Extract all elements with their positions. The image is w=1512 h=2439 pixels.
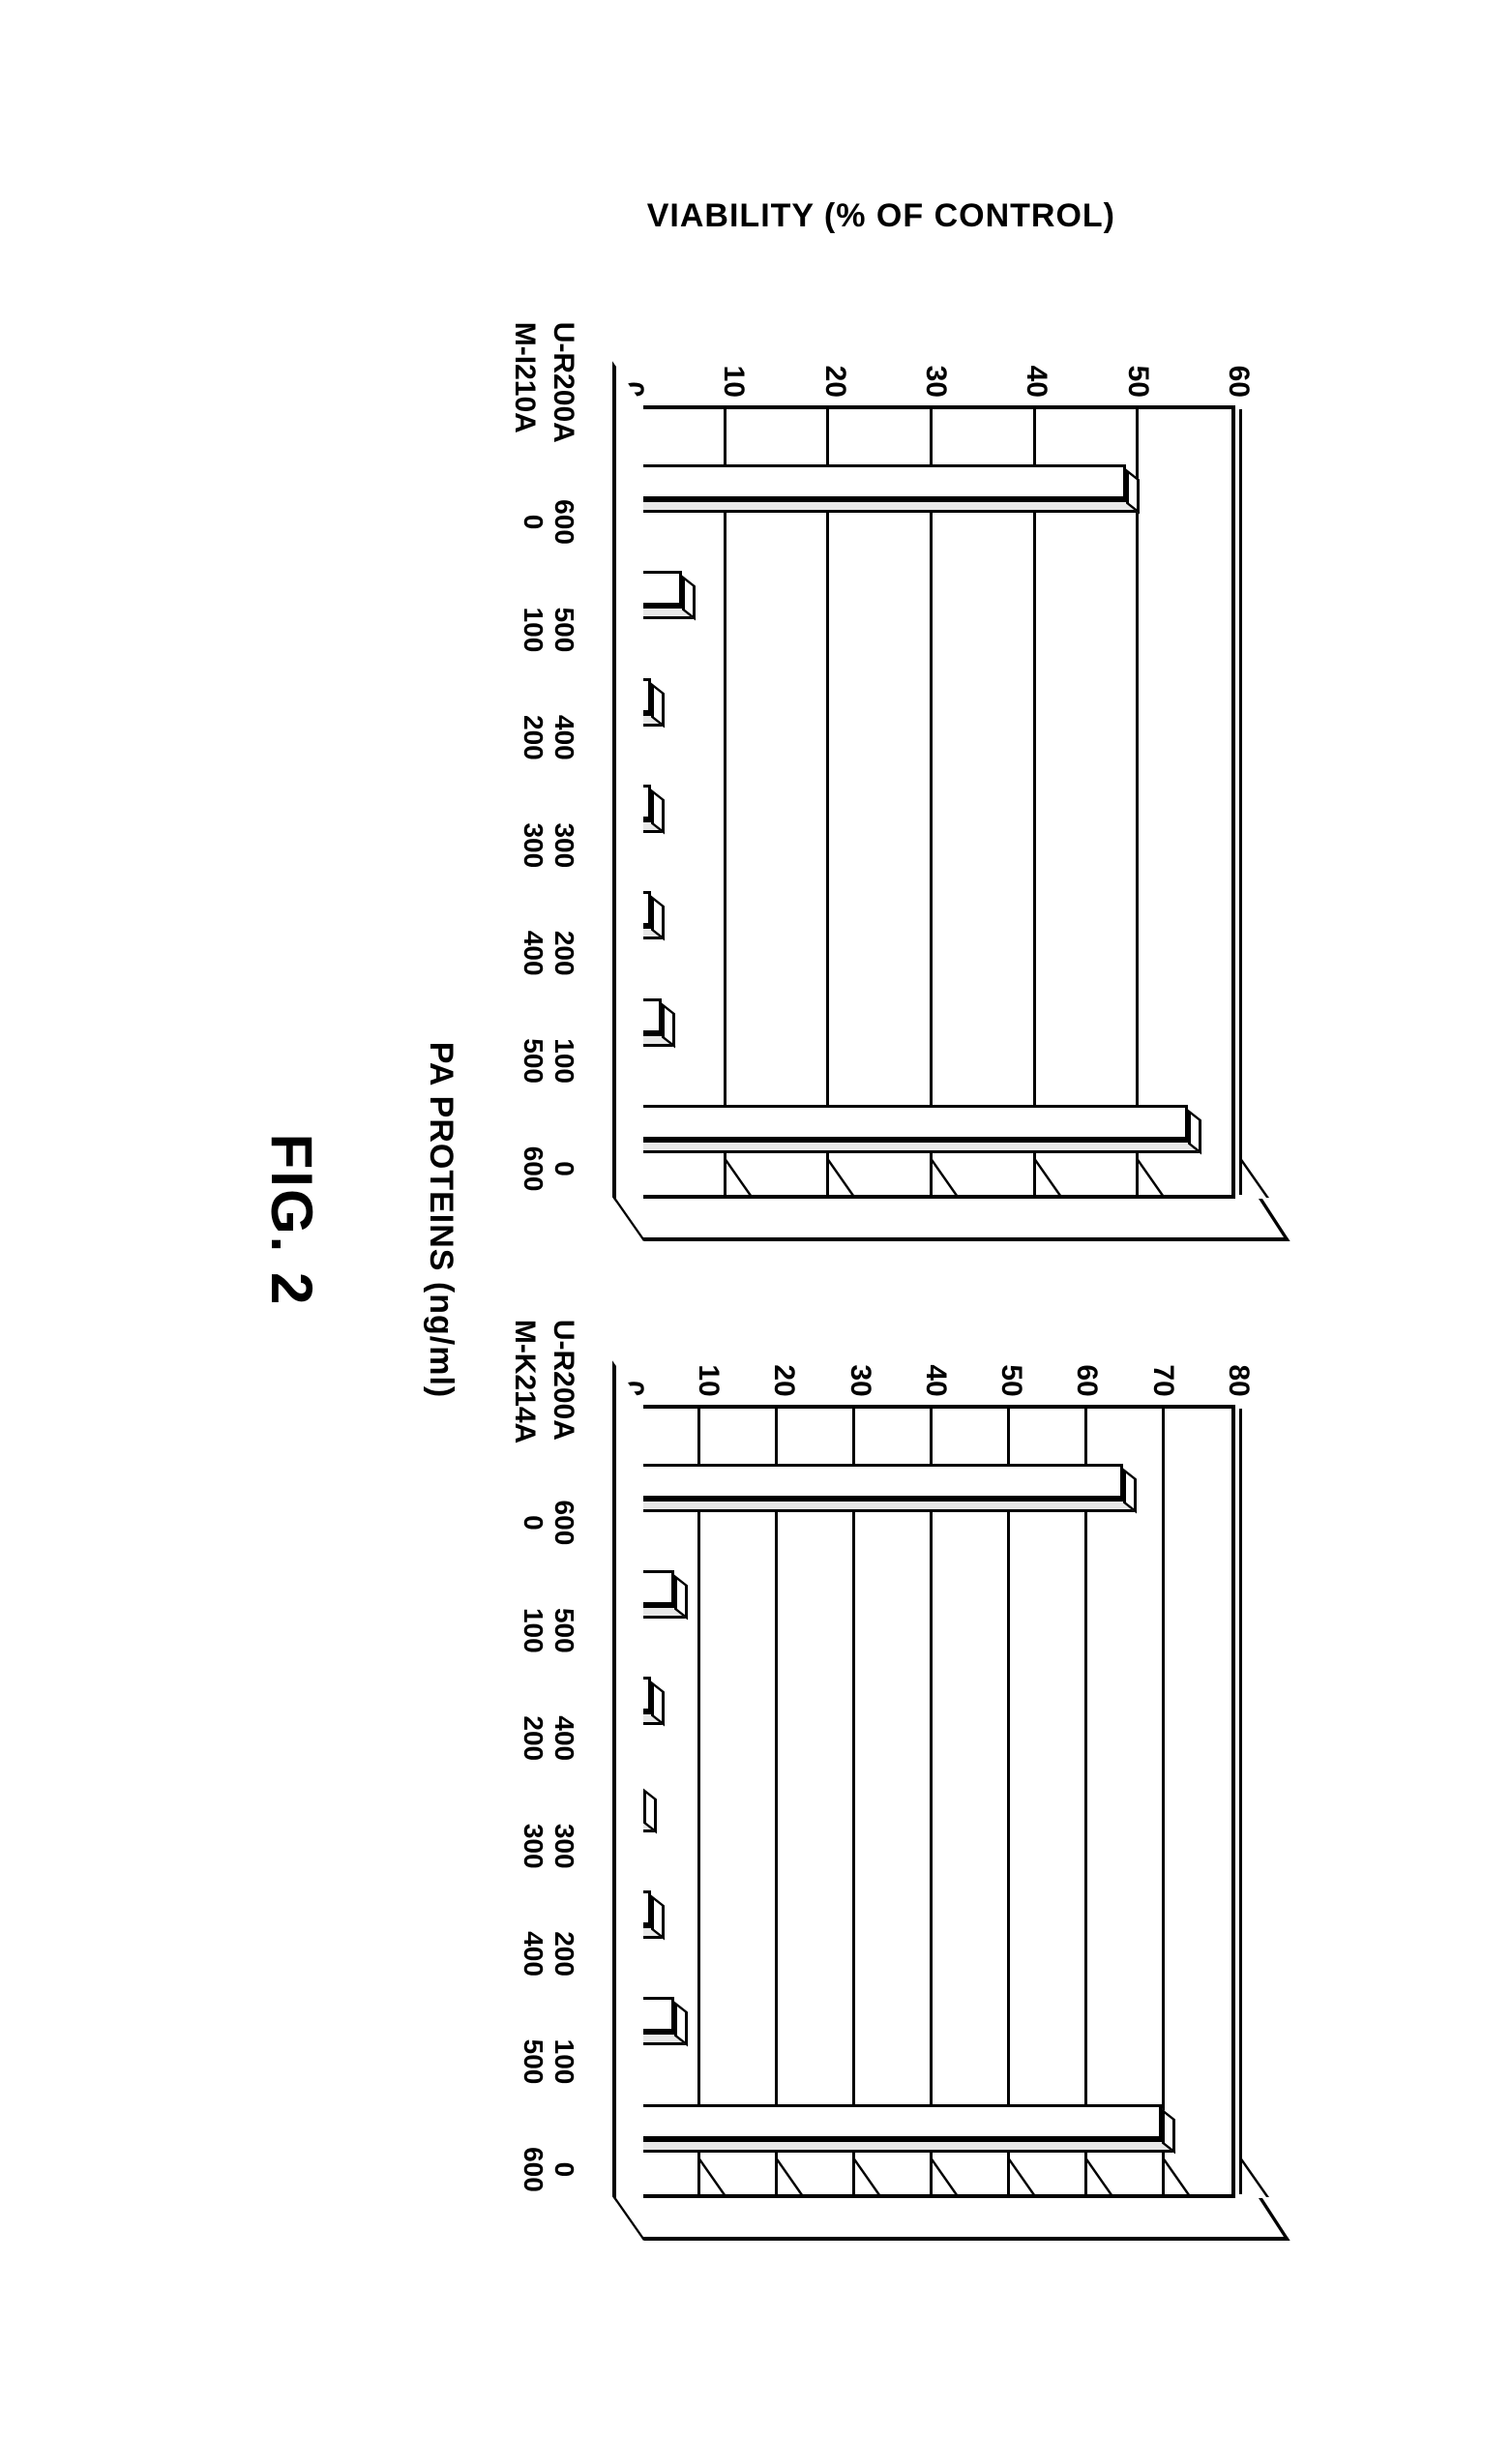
x-tick: 100 <box>548 1031 579 1089</box>
x-tick: 400 <box>548 1709 579 1767</box>
y-tick: 40 <box>1020 365 1052 397</box>
right-x-axis-area: U-R200A M-K214A 600 500 400 300 200 100 0 0 100 2… <box>508 1319 616 2242</box>
x-tick: 100 <box>548 2033 579 2091</box>
figure-label: FIG. 2 <box>258 1133 325 1306</box>
x-axis-label: PA PROTEINS (ng/ml) <box>422 1041 460 1397</box>
left-plot-3d <box>616 404 1235 1198</box>
left-y-axis-ticks: 0102030405060 <box>616 365 1255 404</box>
y-tick: 40 <box>919 1364 952 1396</box>
x-tick: 200 <box>518 1709 548 1767</box>
x-tick: 100 <box>518 600 548 658</box>
y-tick: 50 <box>1120 365 1153 397</box>
y-tick: 10 <box>717 365 750 397</box>
x-tick: 500 <box>548 1601 579 1659</box>
figure-container: VIABILITY (% OF CONTROL) 0 10 20 30 40 50 60 U… <box>79 156 1434 2284</box>
x-tick-row-1: 600 500 400 300 200 100 0 <box>548 448 579 1241</box>
x-tick: 600 <box>548 1493 579 1551</box>
gridline <box>1239 408 1242 1194</box>
left-x-axis-area: U-R200A M-I210A 600 500 400 300 200 100 0 0 100 2… <box>508 321 616 1241</box>
x-tick: 500 <box>518 2033 548 2091</box>
left-chart: 0 10 20 30 40 50 60 U-R200A M-I210A 600 500 400 3… <box>508 321 1255 1241</box>
left-x-axis-ticks: 600 500 400 300 200 100 0 0 100 200 300 400 500 600 <box>518 448 579 1241</box>
y-tick: 80 <box>1222 1364 1255 1396</box>
gridline <box>1239 1408 1242 2193</box>
y-tick: 20 <box>767 1364 800 1396</box>
x-tick: 400 <box>518 924 548 982</box>
y-tick: 70 <box>1145 1364 1178 1396</box>
x-tick: 400 <box>518 1924 548 1982</box>
right-row-labels: U-R200A M-K214A <box>508 1319 579 1443</box>
x-tick: 500 <box>548 600 579 658</box>
x-tick-row-2: 0 100 200 300 400 500 600 <box>518 448 548 1241</box>
x-tick: 600 <box>518 2140 548 2198</box>
x-tick: 500 <box>518 1031 548 1089</box>
bar <box>620 1104 1188 1139</box>
x-tick: 300 <box>518 816 548 874</box>
left-row2-label: M-I210A <box>508 321 541 442</box>
y-axis-label: VIABILITY (% OF CONTROL) <box>646 196 1114 234</box>
x-tick: 200 <box>548 1924 579 1982</box>
right-x-axis-ticks: 600 500 400 300 200 100 0 0 100 200 300 400 500 600 <box>518 1449 579 2243</box>
left-bars <box>620 408 1188 1194</box>
left-chart-plot-area: 0102030405060 <box>616 365 1255 1198</box>
left-row1-label: U-R200A <box>547 321 579 442</box>
x-tick: 0 <box>548 2140 579 2198</box>
x-tick: 400 <box>548 708 579 766</box>
right-plot-3d <box>616 1404 1235 2197</box>
right-row1-label: U-R200A <box>547 1319 579 1443</box>
x-tick-row-1: 600 500 400 300 200 100 0 <box>548 1449 579 2243</box>
x-tick: 200 <box>518 708 548 766</box>
left-3d-floor <box>612 361 643 1241</box>
y-tick: 20 <box>817 365 850 397</box>
right-row2-label: M-K214A <box>508 1319 541 1443</box>
x-tick: 600 <box>518 1140 548 1198</box>
y-tick: 10 <box>692 1364 725 1396</box>
x-tick: 300 <box>518 1817 548 1875</box>
x-tick-row-2: 0 100 200 300 400 500 600 <box>518 1449 548 2243</box>
right-y-axis-ticks: 01020304050607080 <box>616 1364 1255 1404</box>
x-tick: 300 <box>548 816 579 874</box>
left-row-labels: U-R200A M-I210A <box>508 321 579 442</box>
x-tick: 0 <box>548 1140 579 1198</box>
y-tick: 60 <box>1222 365 1255 397</box>
right-3d-side-wall <box>616 2197 1290 2240</box>
x-tick: 0 <box>518 1493 548 1551</box>
right-bars <box>620 1408 1162 2193</box>
right-chart: 0 10 20 30 40 50 60 70 80 U-R200A M-K214A 600 500… <box>508 1319 1255 2242</box>
x-tick: 0 <box>518 492 548 550</box>
y-tick: 60 <box>1070 1364 1103 1396</box>
y-tick: 50 <box>994 1364 1027 1396</box>
x-tick: 600 <box>548 492 579 550</box>
charts-row: VIABILITY (% OF CONTROL) 0 10 20 30 40 50 60 U… <box>508 196 1255 2242</box>
right-chart-plot-area: 01020304050607080 <box>616 1364 1255 2197</box>
x-tick: 300 <box>548 1817 579 1875</box>
right-3d-floor <box>612 1360 643 2241</box>
y-tick: 30 <box>919 365 952 397</box>
x-tick: 100 <box>518 1601 548 1659</box>
bar <box>620 464 1126 499</box>
bar <box>620 2103 1162 2138</box>
y-tick: 30 <box>843 1364 875 1396</box>
x-tick: 200 <box>548 924 579 982</box>
left-3d-side-wall <box>616 1198 1290 1240</box>
bar <box>620 1463 1123 1498</box>
